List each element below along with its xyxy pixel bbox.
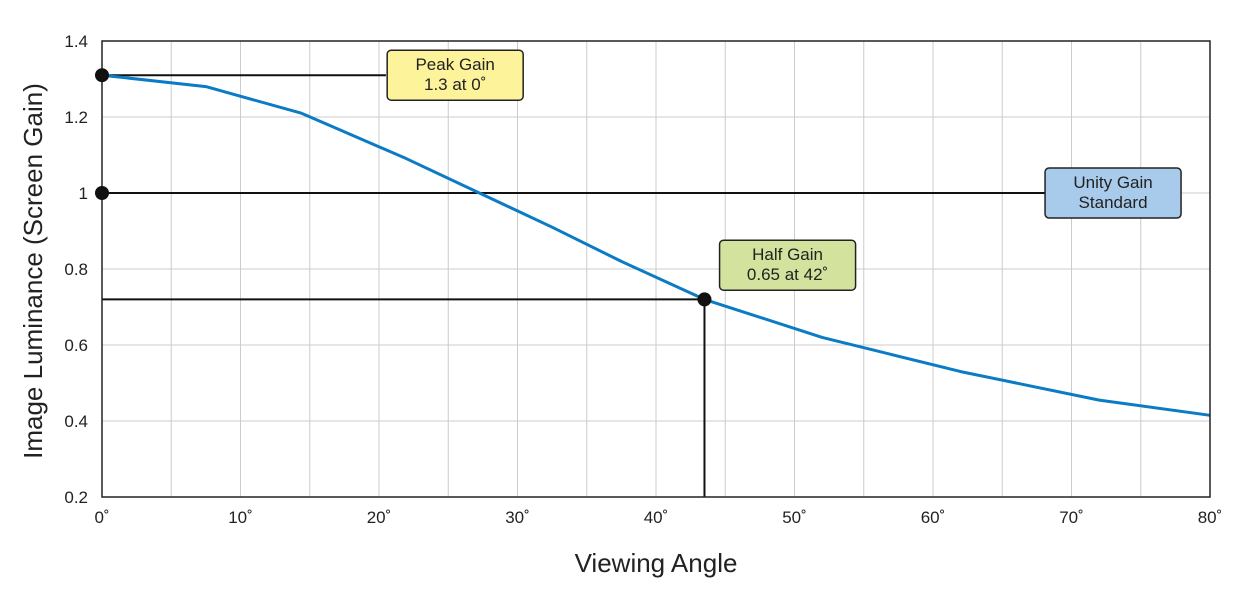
x-tick-label: 40˚ [644, 508, 669, 527]
callout-text: Unity Gain [1073, 173, 1152, 192]
data-point-marker [95, 68, 109, 83]
x-tick-label: 80˚ [1198, 508, 1223, 527]
x-tick-label: 70˚ [1059, 508, 1084, 527]
y-tick-label: 0.2 [64, 488, 88, 507]
callout-box [1044, 167, 1182, 219]
x-axis-title: Viewing Angle [575, 548, 738, 578]
series [101, 73, 1211, 417]
callout-text: Standard [1079, 193, 1148, 212]
data-point-marker [95, 186, 109, 200]
y-tick-label: 1.4 [64, 32, 88, 51]
callout-text: Half Gain [752, 245, 823, 264]
y-axis-title: Image Luminance (Screen Gain) [18, 83, 48, 459]
grid [102, 41, 1210, 497]
callout-box [386, 49, 524, 101]
x-tick-label: 0˚ [94, 508, 109, 527]
callout-text: 0.65 at 42˚ [747, 265, 828, 284]
markers [95, 68, 712, 307]
x-tick-label: 50˚ [782, 508, 807, 527]
callout-text: Peak Gain [415, 55, 494, 74]
x-tick-labels: 0˚ 10˚ 20˚ 30˚ 40˚ 50˚ 60˚ 70˚ 80˚ [94, 508, 1222, 527]
luminance-curve [101, 73, 1211, 417]
x-tick-label: 10˚ [228, 508, 253, 527]
data-point-marker [697, 292, 712, 307]
x-tick-label: 30˚ [505, 508, 530, 527]
y-tick-label: 0.8 [64, 260, 88, 279]
y-tick-label: 0.4 [64, 412, 88, 431]
y-tick-label: 1.2 [64, 108, 88, 127]
x-tick-label: 60˚ [921, 508, 946, 527]
y-tick-label: 0.6 [64, 336, 88, 355]
callout-text: 1.3 at 0˚ [424, 75, 486, 94]
y-tick-labels: 0.2 0.4 0.6 0.8 1 1.2 1.4 [64, 32, 88, 507]
y-tick-label: 1 [79, 184, 88, 203]
x-tick-label: 20˚ [367, 508, 392, 527]
reference-lines [102, 74, 1051, 497]
callout-box [718, 239, 857, 291]
plot-frame [101, 40, 1211, 498]
